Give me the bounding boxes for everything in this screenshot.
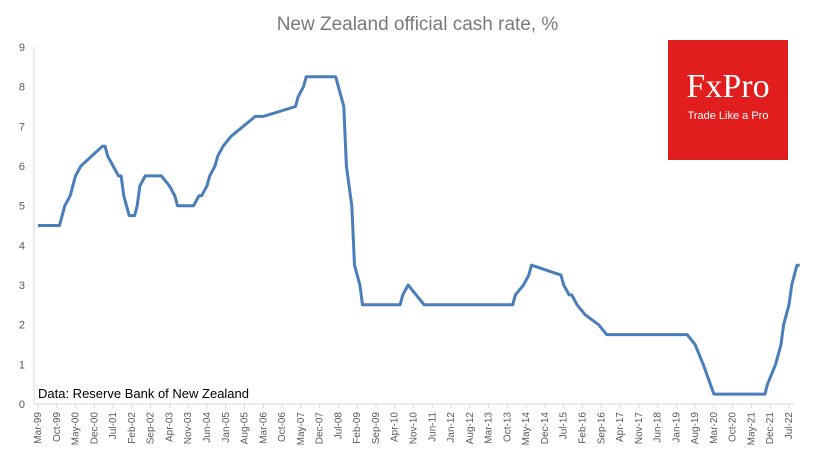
x-tick-label: Nov-17 [634,412,645,445]
x-tick-label: Jun-18 [653,412,664,443]
x-tick-label: Dec-14 [540,412,551,445]
x-tick-label: May-14 [521,412,532,446]
source-note: Data: Reserve Bank of New Zealand [38,386,249,401]
x-tick-label: May-07 [296,412,307,446]
y-tick-label: 8 [19,82,25,94]
x-tick-label: Mar-13 [484,412,495,444]
x-tick-label: Oct-06 [277,412,288,442]
x-tick-label: Jan-12 [446,412,457,443]
cash-rate-line [38,75,800,396]
x-tick-label: May-21 [746,412,757,446]
x-tick-label: Nov-10 [409,412,420,445]
x-tick-label: Jun-11 [427,412,438,442]
x-tick-label: Feb-16 [577,412,588,444]
y-tick-label: 2 [19,320,25,332]
x-tick-label: Jan-19 [671,412,682,443]
x-tick-label: Dec-07 [315,412,326,445]
x-tick-label: Mar-06 [258,412,269,444]
y-tick-label: 1 [19,359,25,371]
x-tick-label: Jul-22 [784,412,795,440]
x-tick-label: Jul-01 [108,412,119,440]
y-tick-label: 6 [19,161,25,173]
x-tick-label: Aug-05 [240,412,251,445]
y-axis-ticks: 0 1 2 3 4 5 6 7 8 9 [19,42,25,411]
x-tick-label: Mar-20 [709,412,720,444]
y-tick-label: 0 [19,399,25,411]
x-tick-label: Apr-10 [390,412,401,442]
x-tick-label: Nov-03 [183,412,194,445]
fxpro-logo: FxPro Trade Like a Pro [668,40,788,160]
y-tick-label: 5 [19,201,25,213]
x-axis-ticks: Mar-99 Oct-99 May-00 Dec-00 Jul-01 Feb-02 Sep-… [33,404,795,445]
x-tick-label: Jul-08 [333,412,344,440]
x-tick-label: Oct-20 [728,412,739,442]
x-tick-label: Oct-13 [502,412,513,442]
x-tick-label: Sep-02 [146,412,157,445]
x-tick-label: Oct-99 [52,412,63,442]
x-tick-label: Aug-12 [465,412,476,445]
x-tick-label: Dec-21 [765,412,776,445]
x-tick-label: Jun-04 [202,412,213,443]
x-tick-label: Mar-99 [33,412,44,444]
y-tick-label: 4 [19,240,25,252]
x-tick-label: May-00 [71,412,82,446]
x-tick-label: Feb-09 [352,412,363,444]
x-tick-label: Jan-05 [221,412,232,443]
logo-wordmark: FxPro [686,68,770,105]
x-tick-label: Jul-15 [559,412,570,440]
y-tick-label: 9 [19,42,25,54]
chart-title: New Zealand official cash rate, % [276,14,559,35]
x-tick-label: Apr-03 [164,412,175,442]
y-tick-label: 7 [19,121,25,133]
x-tick-label: Feb-02 [127,412,138,444]
x-tick-label: Apr-17 [615,412,626,442]
x-tick-label: Dec-00 [89,412,100,445]
x-tick-label: Aug-19 [690,412,701,445]
x-tick-label: Sep-09 [371,412,382,445]
x-tick-label: Sep-16 [596,412,607,445]
logo-tagline: Trade Like a Pro [687,110,769,122]
y-tick-label: 3 [19,280,25,292]
